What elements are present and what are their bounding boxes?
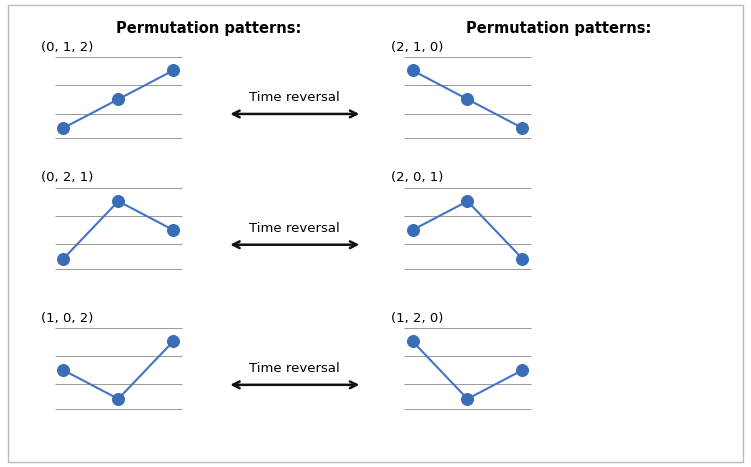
Point <box>406 338 418 345</box>
Text: Permutation patterns:: Permutation patterns: <box>466 21 651 36</box>
Point <box>113 96 125 103</box>
Text: (2, 0, 1): (2, 0, 1) <box>391 171 443 184</box>
Point <box>462 198 474 205</box>
Text: (2, 1, 0): (2, 1, 0) <box>391 41 443 54</box>
Point <box>167 226 179 234</box>
Text: Time reversal: Time reversal <box>249 221 340 234</box>
Text: Time reversal: Time reversal <box>249 361 340 375</box>
Point <box>517 124 529 132</box>
Text: (0, 2, 1): (0, 2, 1) <box>41 171 94 184</box>
Point <box>406 226 418 234</box>
Point <box>517 255 529 262</box>
Point <box>406 67 418 74</box>
Text: (1, 2, 0): (1, 2, 0) <box>391 311 443 325</box>
Point <box>462 395 474 403</box>
Point <box>113 395 125 403</box>
Text: Time reversal: Time reversal <box>249 91 340 104</box>
Point <box>517 366 529 374</box>
Point <box>167 338 179 345</box>
Point <box>57 124 69 132</box>
Text: (1, 0, 2): (1, 0, 2) <box>41 311 94 325</box>
Point <box>462 96 474 103</box>
Point <box>57 255 69 262</box>
Point <box>167 67 179 74</box>
Point <box>57 366 69 374</box>
Point <box>113 198 125 205</box>
Text: Permutation patterns:: Permutation patterns: <box>116 21 302 36</box>
Text: (0, 1, 2): (0, 1, 2) <box>41 41 94 54</box>
